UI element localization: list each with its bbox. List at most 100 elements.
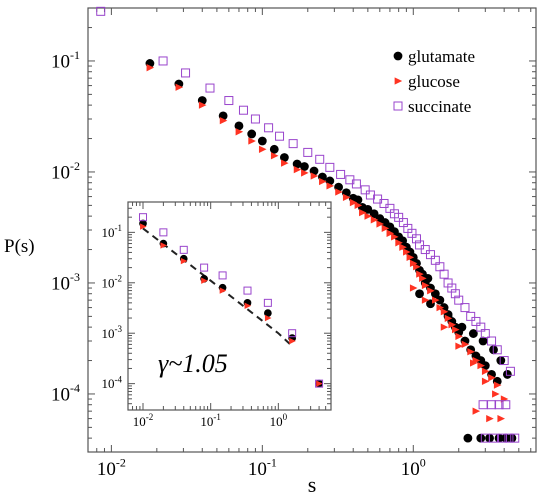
data-point bbox=[234, 121, 244, 131]
data-point bbox=[416, 270, 424, 278]
data-point bbox=[403, 248, 411, 256]
data-point bbox=[381, 224, 390, 233]
inset-data-point bbox=[180, 257, 188, 265]
inset-series-succinate bbox=[139, 213, 324, 388]
data-point bbox=[431, 296, 440, 304]
data-point bbox=[300, 162, 309, 171]
data-point bbox=[385, 203, 395, 213]
inset-data-point bbox=[264, 309, 272, 317]
data-point bbox=[492, 345, 502, 355]
data-point bbox=[360, 185, 370, 195]
inset-data-point bbox=[288, 329, 297, 338]
inset-data-point bbox=[243, 286, 252, 295]
data-point bbox=[439, 269, 449, 279]
data-point bbox=[486, 414, 494, 423]
data-point bbox=[364, 212, 373, 220]
data-point bbox=[501, 433, 511, 443]
inset-data-point bbox=[289, 337, 296, 345]
data-point bbox=[301, 169, 309, 177]
data-point bbox=[269, 144, 279, 154]
y-axis-label: P(s) bbox=[4, 236, 35, 257]
data-point bbox=[510, 433, 520, 443]
data-point bbox=[499, 356, 509, 366]
data-point bbox=[181, 68, 191, 78]
data-point bbox=[415, 289, 424, 299]
data-point bbox=[409, 284, 418, 292]
data-point bbox=[477, 361, 485, 370]
data-point bbox=[494, 400, 504, 410]
data-point bbox=[224, 96, 234, 106]
main-y-tick-label: 10-2 bbox=[51, 159, 80, 184]
data-point bbox=[288, 139, 298, 149]
inset-plot: 10-2 10-1 100 10-1 10-2 10-3 10-4 γ~1.05 bbox=[102, 201, 332, 429]
series-glucose bbox=[146, 64, 509, 423]
data-point bbox=[379, 198, 389, 208]
main-x-tick-label: 10-1 bbox=[248, 455, 277, 480]
data-point bbox=[460, 303, 470, 313]
data-point bbox=[310, 172, 319, 180]
legend-marker-succinate bbox=[393, 101, 403, 111]
data-point bbox=[175, 83, 184, 91]
data-point bbox=[406, 253, 415, 262]
data-point bbox=[492, 390, 500, 398]
data-point bbox=[489, 433, 499, 443]
inset-x-tick-label: 10-2 bbox=[133, 412, 154, 429]
data-point bbox=[279, 153, 289, 162]
data-point bbox=[354, 201, 363, 210]
data-point bbox=[493, 381, 502, 389]
data-point bbox=[476, 322, 486, 332]
data-point bbox=[436, 303, 445, 312]
data-point bbox=[450, 289, 460, 299]
data-point bbox=[430, 255, 440, 265]
data-point bbox=[505, 366, 515, 376]
data-point bbox=[326, 182, 335, 190]
inset-fit-line bbox=[142, 227, 291, 346]
data-point bbox=[497, 414, 506, 423]
data-point bbox=[487, 336, 497, 346]
inset-data-point bbox=[159, 228, 168, 237]
data-point bbox=[420, 245, 430, 255]
data-point bbox=[467, 348, 475, 356]
inset-y-tick-label: 10-1 bbox=[102, 223, 123, 240]
data-point bbox=[498, 433, 508, 443]
main-plot: 10-2 10-1 100 10-1 10-2 10-3 10-4 s P(s) gluta… bbox=[4, 6, 537, 497]
inset-annotation: γ~1.05 bbox=[158, 349, 228, 378]
data-point bbox=[315, 154, 325, 164]
data-point bbox=[455, 332, 463, 341]
inset-data-point bbox=[219, 287, 227, 294]
inset-data-point bbox=[264, 314, 272, 322]
data-point bbox=[303, 147, 313, 157]
data-point bbox=[461, 340, 470, 348]
main-data-points bbox=[96, 6, 520, 443]
data-point bbox=[476, 433, 486, 443]
data-point bbox=[258, 145, 267, 153]
inset-data-point bbox=[139, 213, 148, 222]
data-point bbox=[411, 234, 421, 244]
data-point bbox=[415, 240, 425, 250]
data-point bbox=[270, 152, 279, 160]
inset-data-point bbox=[316, 380, 323, 387]
data-point bbox=[205, 83, 215, 93]
data-point bbox=[480, 329, 490, 339]
data-point bbox=[427, 287, 435, 295]
inset-data-points bbox=[139, 213, 324, 388]
legend-marker-glutamate bbox=[393, 51, 403, 61]
data-point bbox=[319, 177, 327, 186]
legend-marker-glucose bbox=[394, 77, 403, 85]
data-point bbox=[248, 137, 256, 145]
main-y-tick-label: 10-1 bbox=[51, 48, 80, 73]
inset-data-point bbox=[200, 263, 209, 272]
data-point bbox=[440, 308, 449, 316]
data-point bbox=[275, 131, 285, 141]
data-point bbox=[502, 370, 512, 379]
inset-data-point bbox=[315, 379, 324, 388]
data-point bbox=[395, 239, 403, 247]
data-point bbox=[238, 105, 248, 115]
data-point bbox=[419, 274, 427, 283]
data-point bbox=[496, 356, 506, 365]
data-point bbox=[421, 296, 430, 304]
data-point bbox=[481, 367, 490, 375]
main-ticks bbox=[87, 8, 536, 453]
main-x-tick-label: 10-2 bbox=[97, 455, 126, 480]
